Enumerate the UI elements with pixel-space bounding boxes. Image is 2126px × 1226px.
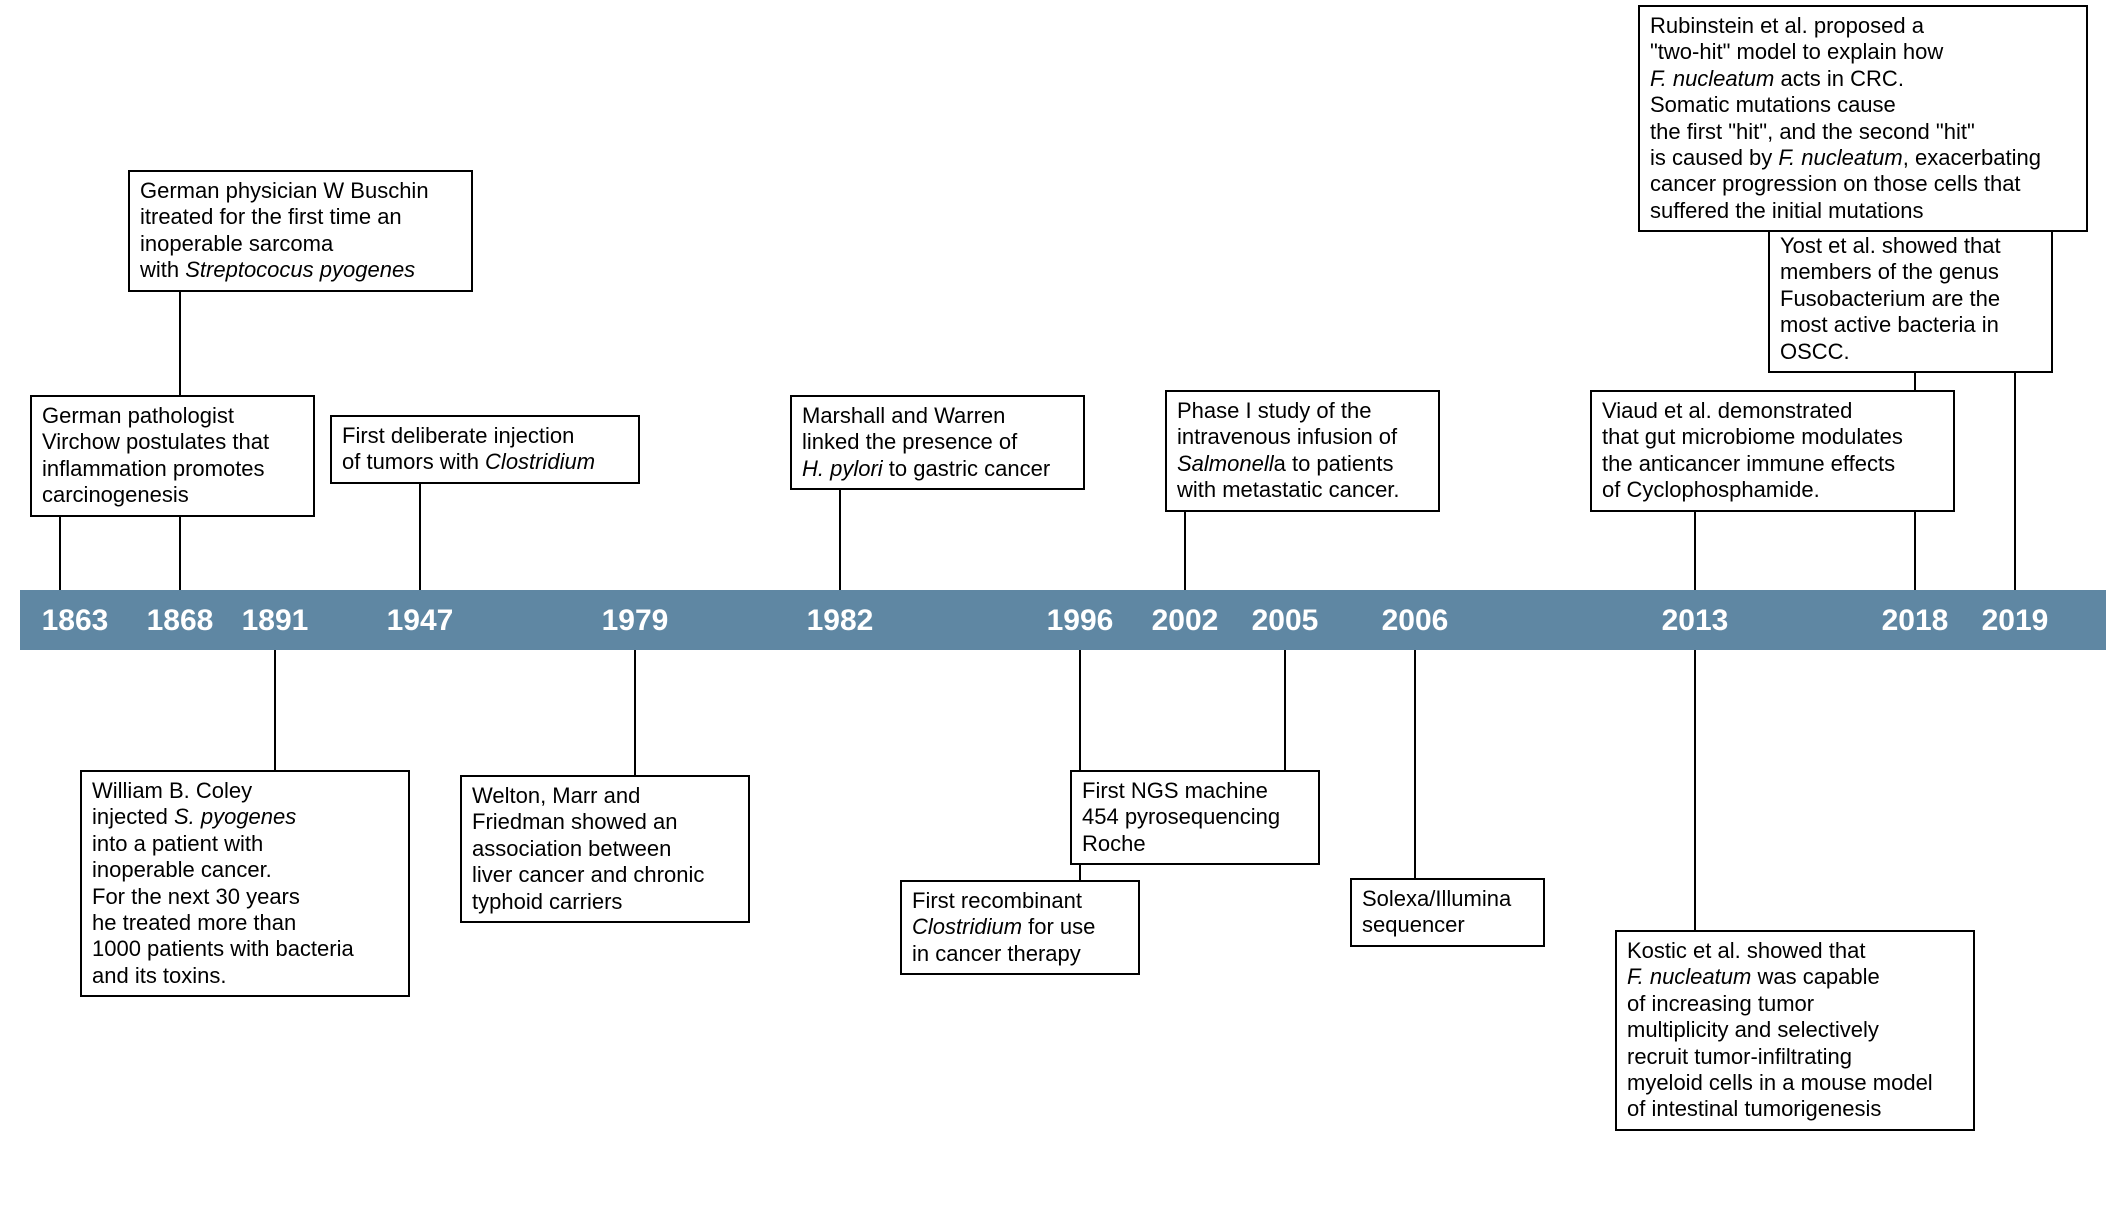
event-1868: German physician W Buschinitreated for t… xyxy=(128,170,473,292)
year-1979: 1979 xyxy=(602,604,669,638)
year-2018: 2018 xyxy=(1882,604,1949,638)
connector-2006 xyxy=(1414,650,1416,878)
year-2013: 2013 xyxy=(1662,604,1729,638)
event-2013-top: Viaud et al. demonstratedthat gut microb… xyxy=(1590,390,1955,512)
year-2019: 2019 xyxy=(1982,604,2049,638)
year-1982: 1982 xyxy=(807,604,874,638)
year-1947: 1947 xyxy=(387,604,454,638)
event-2013-bottom: Kostic et al. showed thatF. nucleatum wa… xyxy=(1615,930,1975,1131)
event-2018: Yost et al. showed thatmembers of the ge… xyxy=(1768,225,2053,373)
connector-2013-bottom xyxy=(1694,650,1696,930)
year-2002: 2002 xyxy=(1152,604,1219,638)
year-1868: 1868 xyxy=(147,604,214,638)
year-2006: 2006 xyxy=(1382,604,1449,638)
year-1863: 1863 xyxy=(42,604,109,638)
event-2002: Phase I study of theintravenous infusion… xyxy=(1165,390,1440,512)
event-2006: Solexa/Illuminasequencer xyxy=(1350,878,1545,947)
event-1863: German pathologistVirchow postulates tha… xyxy=(30,395,315,517)
connector-1982 xyxy=(839,485,841,590)
timeline-canvas: 1863 1868 1891 1947 1979 1982 1996 2002 … xyxy=(0,0,2126,1226)
connector-1947 xyxy=(419,477,421,590)
year-1996: 1996 xyxy=(1047,604,1114,638)
event-2005: First NGS machine454 pyrosequencingRoche xyxy=(1070,770,1320,865)
connector-2013-top xyxy=(1694,505,1696,590)
event-1979: Welton, Marr andFriedman showed anassoci… xyxy=(460,775,750,923)
connector-2002 xyxy=(1184,505,1186,590)
connector-2005 xyxy=(1284,650,1286,770)
year-1891: 1891 xyxy=(242,604,309,638)
connector-1891 xyxy=(274,650,276,770)
connector-1979 xyxy=(634,650,636,775)
year-2005: 2005 xyxy=(1252,604,1319,638)
event-1982: Marshall and Warrenlinked the presence o… xyxy=(790,395,1085,490)
event-1996: First recombinantClostridium for usein c… xyxy=(900,880,1140,975)
event-2019: Rubinstein et al. proposed a"two-hit" mo… xyxy=(1638,5,2088,232)
connector-1863 xyxy=(59,510,61,590)
event-1947: First deliberate injectionof tumors with… xyxy=(330,415,640,484)
event-1891: William B. Coleyinjected S. pyogenesinto… xyxy=(80,770,410,997)
